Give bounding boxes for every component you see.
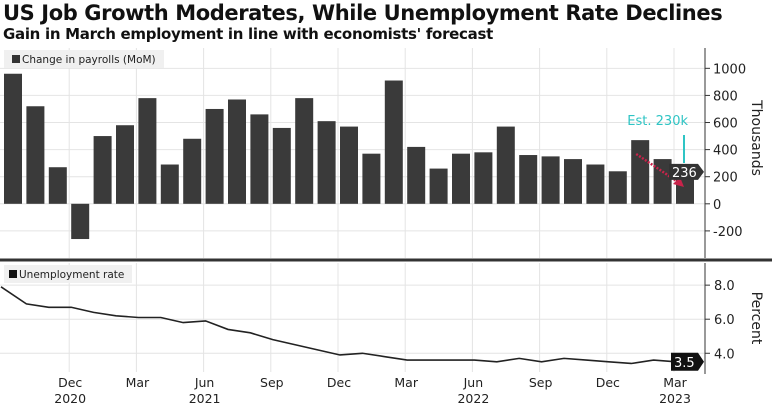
bar bbox=[160, 164, 179, 204]
bar bbox=[26, 106, 45, 204]
unemployment-line bbox=[0, 286, 677, 365]
bar bbox=[340, 126, 358, 204]
last-value-tag bbox=[669, 163, 704, 180]
estimate-label: Est. 230k bbox=[627, 114, 688, 129]
bar bbox=[71, 203, 90, 240]
y-tick-label: 4.0 bbox=[714, 347, 735, 362]
legend-background bbox=[4, 265, 132, 283]
bar bbox=[116, 125, 134, 204]
y-tick-label: 600 bbox=[713, 117, 738, 132]
x-year-label: 2023 bbox=[659, 391, 691, 405]
x-tick-label: Jun bbox=[194, 375, 215, 390]
legend-background bbox=[4, 50, 164, 68]
bar bbox=[496, 126, 515, 204]
trend-arrow-head bbox=[673, 177, 684, 187]
bar bbox=[653, 159, 672, 204]
bar bbox=[541, 156, 560, 204]
y-tick-label: 800 bbox=[713, 89, 738, 104]
x-tick-label: Jun bbox=[463, 375, 484, 390]
y-tick-label: 400 bbox=[713, 144, 738, 159]
y-tick-label: 1000 bbox=[713, 62, 746, 77]
last-value-label: 236 bbox=[672, 166, 697, 181]
x-year-label: 2020 bbox=[54, 391, 86, 405]
bar bbox=[384, 80, 403, 204]
y-tick-label: 8.0 bbox=[714, 279, 735, 294]
legend-label: Unemployment rate bbox=[19, 269, 124, 281]
trend-arrow bbox=[635, 152, 682, 186]
bar bbox=[272, 127, 291, 204]
bar bbox=[586, 164, 605, 204]
bar bbox=[317, 121, 336, 204]
x-tick-label: Mar bbox=[394, 375, 418, 390]
bar bbox=[429, 168, 448, 204]
x-tick-label: Mar bbox=[126, 375, 150, 390]
bar bbox=[48, 167, 67, 204]
legend-swatch bbox=[9, 270, 17, 278]
x-tick-label: Mar bbox=[663, 375, 687, 390]
bar bbox=[564, 159, 582, 204]
x-tick-label: Dec bbox=[327, 375, 351, 390]
bar bbox=[183, 138, 202, 204]
bar bbox=[519, 155, 538, 204]
legend-label: Change in payrolls (MoM) bbox=[22, 54, 156, 66]
last-value-tag bbox=[671, 352, 704, 371]
y-tick-label: 0 bbox=[713, 198, 721, 213]
x-tick-label: Sep bbox=[529, 375, 553, 390]
bar bbox=[407, 146, 426, 204]
x-tick-label: Sep bbox=[260, 375, 284, 390]
x-year-label: 2021 bbox=[189, 391, 221, 405]
bar bbox=[608, 171, 627, 204]
bar bbox=[250, 114, 269, 204]
x-tick-label: Dec bbox=[58, 375, 82, 390]
bar bbox=[93, 136, 112, 204]
x-year-label: 2022 bbox=[457, 391, 489, 405]
bar bbox=[4, 73, 22, 204]
bar bbox=[474, 152, 493, 204]
chart-subtitle: Gain in March employment in line with ec… bbox=[3, 25, 493, 43]
y-tick-label: -200 bbox=[713, 225, 743, 240]
chart-title: US Job Growth Moderates, While Unemploym… bbox=[3, 1, 723, 25]
y-tick-label: 6.0 bbox=[714, 313, 735, 328]
bar bbox=[362, 153, 381, 204]
bar bbox=[452, 153, 470, 204]
y-tick-label: 200 bbox=[713, 171, 738, 186]
bar bbox=[631, 140, 650, 204]
x-tick-label: Dec bbox=[596, 375, 620, 390]
y-axis-title: Thousands bbox=[748, 99, 764, 176]
bar bbox=[295, 98, 314, 204]
last-value-label: 3.5 bbox=[674, 356, 695, 371]
bar bbox=[138, 98, 157, 204]
bar bbox=[228, 99, 246, 204]
bar bbox=[205, 108, 224, 204]
legend-swatch bbox=[12, 55, 20, 63]
y-axis-title: Percent bbox=[748, 292, 764, 345]
